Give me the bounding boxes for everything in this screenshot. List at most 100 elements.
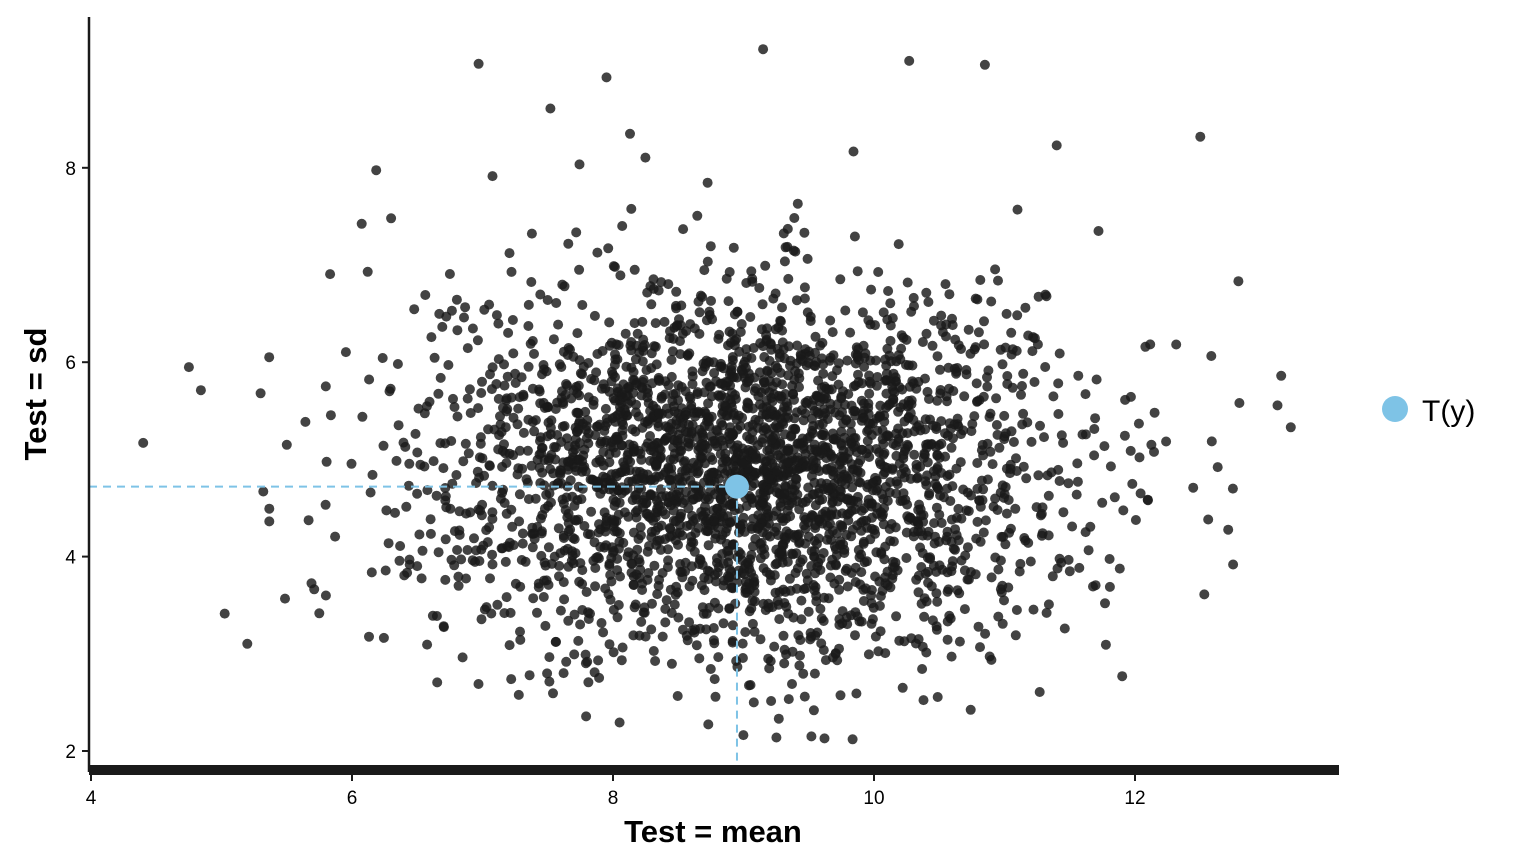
data-point [440,483,451,493]
data-point [749,596,760,607]
data-point [542,295,553,305]
data-point [1018,408,1029,419]
data-point [1023,330,1034,341]
data-point [425,528,436,539]
data-point [1114,563,1125,574]
data-point [1053,409,1064,419]
data-point [554,467,565,478]
data-point [978,391,989,402]
data-point [775,315,786,326]
data-point [1011,345,1022,356]
data-point [882,343,893,354]
data-point [717,457,728,468]
data-point [799,691,810,702]
data-point [758,463,769,474]
data-point [746,266,757,277]
data-point [947,556,958,567]
data-point [431,490,442,501]
data-point [808,705,819,716]
data-point [707,314,718,325]
data-point [649,560,660,571]
data-point [970,293,981,304]
data-point [942,396,952,407]
data-point [502,371,513,382]
data-point [453,571,464,582]
data-point [864,376,875,387]
data-point [517,463,528,474]
data-point [183,362,194,373]
data-point [945,496,956,506]
data-point [705,664,716,674]
data-point [409,304,420,315]
data-point [945,613,956,624]
data-point [607,547,618,558]
data-point [608,261,619,272]
data-point [219,608,230,619]
data-point [873,267,884,277]
data-point [747,273,758,284]
data-point [495,493,506,504]
data-point [500,556,511,567]
data-point [732,306,743,317]
data-point [931,421,942,432]
data-point [495,419,506,430]
data-point [975,642,985,653]
data-point [516,555,527,565]
data-point [1276,370,1287,381]
data-point [551,298,562,308]
data-point [600,521,611,532]
data-point [652,535,663,546]
data-point [887,573,898,584]
data-point [751,452,762,463]
data-point [514,489,525,500]
data-point [583,392,594,403]
data-point [809,585,820,596]
data-point [541,575,552,586]
data-point [435,438,446,449]
data-point [742,377,752,388]
data-point [502,404,513,415]
data-point [642,546,653,557]
data-point [683,419,694,430]
data-point [1054,476,1065,486]
data-point [718,497,729,508]
data-point [664,474,675,485]
data-point [637,585,648,595]
data-point [381,505,392,516]
data-point [670,589,681,600]
data-point [1272,400,1283,411]
data-point [796,614,807,625]
data-point [640,631,651,642]
data-point [772,363,783,374]
data-point [679,457,689,468]
data-point [817,518,828,529]
data-point [809,668,820,679]
data-point [857,307,868,318]
data-point [501,592,512,603]
data-point [1105,461,1116,472]
data-point [881,368,892,379]
data-point [991,420,1002,430]
data-point [453,580,464,591]
data-point [788,245,799,256]
data-point [853,344,864,355]
data-point [1002,371,1013,381]
data-point [440,534,451,545]
data-point [842,581,853,592]
data-point [737,653,748,663]
data-point [866,523,877,534]
data-point [868,602,879,613]
data-point [600,403,611,414]
data-point [995,487,1006,498]
data-point [474,556,485,566]
data-point [796,405,807,416]
data-point [462,545,473,555]
data-point [425,514,436,525]
data-point [702,416,713,427]
data-point [544,488,555,499]
data-point [563,238,574,249]
data-point [527,542,538,553]
data-point [515,634,526,645]
data-point [766,696,777,706]
data-point [774,352,785,363]
